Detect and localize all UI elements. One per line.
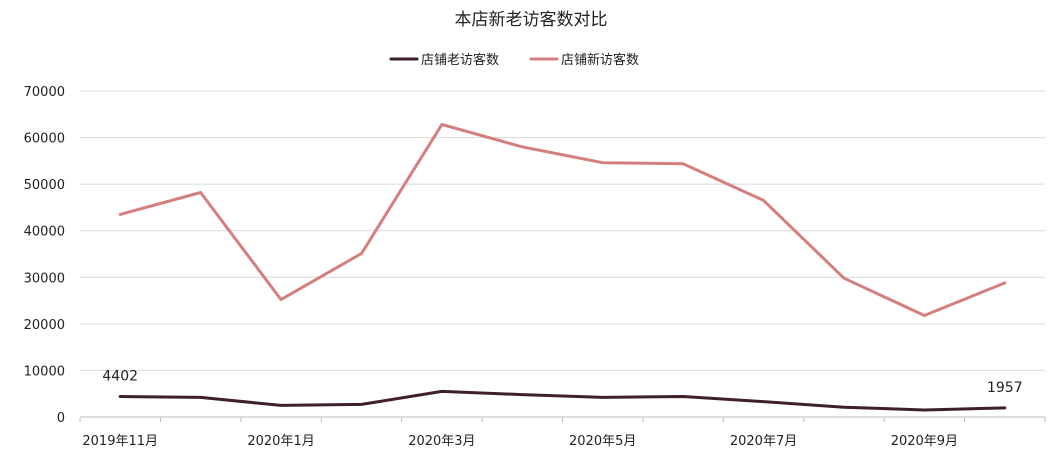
y-tick-label: 40000 <box>24 225 65 240</box>
chart-title: 本店新老访客数对比 <box>455 10 608 30</box>
legend-item: 店铺新访客数 <box>529 52 639 68</box>
series-line-2 <box>118 123 1007 317</box>
y-tick-label: 60000 <box>24 132 65 147</box>
y-tick-label: 50000 <box>24 178 65 193</box>
y-tick-label: 0 <box>57 411 65 426</box>
legend-label: 店铺老访客数 <box>421 52 499 68</box>
data-label: 4402 <box>102 368 138 384</box>
axes: 0 10000 20000 30000 40000 50000 60000 70000 2019… <box>24 85 1046 449</box>
x-tick-label: 2020年5月 <box>569 434 636 449</box>
x-tick-label: 2020年9月 <box>891 434 958 449</box>
x-tick-label: 2020年3月 <box>408 434 475 449</box>
y-tick-label: 10000 <box>24 364 65 379</box>
x-tick-label: 2020年7月 <box>730 434 797 449</box>
grid-lines <box>80 90 1045 371</box>
legend-item: 店铺老访客数 <box>389 52 499 68</box>
series-lines <box>118 123 1007 412</box>
series-line-1 <box>118 389 1007 412</box>
data-label: 1957 <box>987 380 1023 396</box>
y-tick-label: 20000 <box>24 318 65 333</box>
x-tick-label: 2019年11月 <box>82 434 158 449</box>
y-tick-label: 30000 <box>24 271 65 286</box>
x-tick-label: 2020年1月 <box>247 434 314 449</box>
legend: 店铺老访客数 店铺新访客数 <box>389 52 639 68</box>
data-labels: 4402 1957 <box>102 368 1022 395</box>
legend-label: 店铺新访客数 <box>561 52 639 68</box>
y-tick-label: 70000 <box>24 85 65 100</box>
